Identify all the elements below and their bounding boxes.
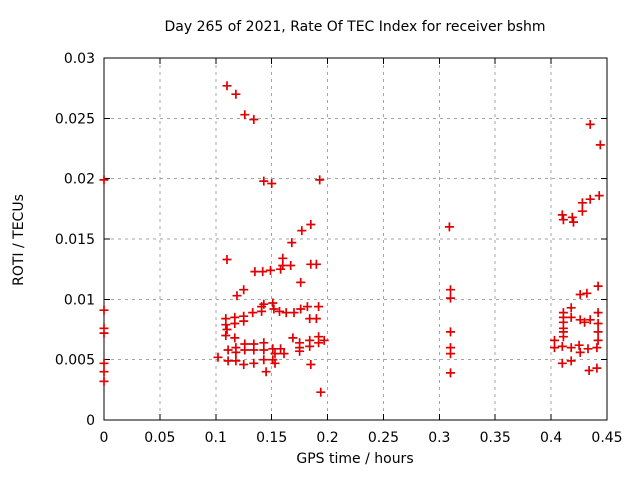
x-tick-label: 0.2	[316, 430, 338, 446]
y-tick-label: 0.005	[55, 353, 95, 369]
y-tick-label: 0.03	[64, 51, 95, 67]
x-tick-label: 0.3	[428, 430, 450, 446]
x-tick-label: 0.45	[591, 430, 622, 446]
y-tick-label: 0	[86, 413, 95, 429]
x-axis-label: GPS time / hours	[296, 451, 414, 467]
x-tick-label: 0.4	[540, 430, 562, 446]
x-tick-label: 0.35	[480, 430, 511, 446]
y-tick-label: 0.01	[64, 292, 95, 308]
x-tick-label: 0	[100, 430, 109, 446]
y-tick-label: 0.025	[55, 111, 95, 127]
y-tick-label: 0.015	[55, 232, 95, 248]
x-tick-label: 0.1	[205, 430, 227, 446]
x-tick-label: 0.05	[144, 430, 175, 446]
plot-border	[103, 57, 608, 421]
data-points	[99, 81, 605, 397]
x-tick-label: 0.15	[256, 430, 287, 446]
y-tick-label: 0.02	[64, 172, 95, 188]
chart-title: Day 265 of 2021, Rate Of TEC Index for r…	[164, 19, 546, 35]
y-axis-label: ROTI / TECUs	[11, 194, 27, 286]
x-tick-label: 0.25	[368, 430, 399, 446]
